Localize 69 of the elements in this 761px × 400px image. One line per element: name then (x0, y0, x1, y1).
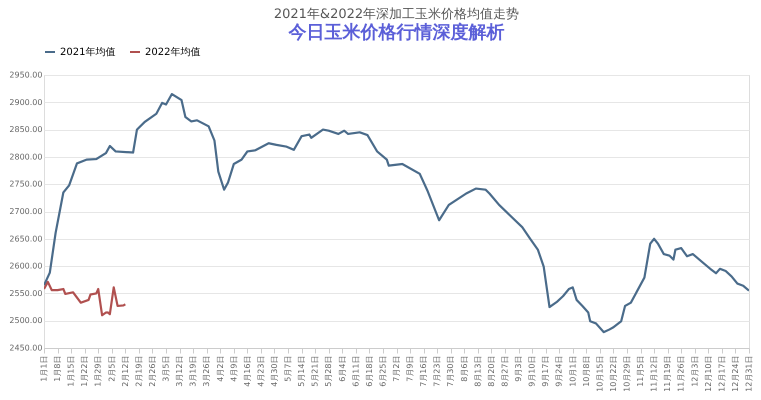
x-tick-label: 4月30日 (270, 356, 279, 387)
x-tick-label: 2月26日 (148, 356, 157, 387)
x-tick-label: 5月14日 (297, 356, 306, 387)
x-tick-label: 7月23日 (432, 356, 442, 387)
x-tick-label: 4月23日 (256, 356, 266, 387)
y-tick-label: 2550.00 (9, 288, 42, 298)
x-tick-label: 6月18日 (364, 356, 374, 387)
x-tick-label: 4月2日 (216, 356, 225, 382)
y-tick-label: 2500.00 (9, 316, 42, 326)
x-tick-label: 5月28日 (324, 356, 334, 387)
x-tick-label: 12月24日 (730, 356, 740, 392)
y-tick-label: 2450.00 (9, 344, 42, 352)
x-tick-label: 8月27日 (500, 356, 510, 387)
y-tick-label: 2800.00 (9, 152, 42, 162)
x-tick-label: 10月8日 (582, 356, 591, 387)
x-tick-label: 11月19日 (663, 356, 672, 392)
x-tick-label: 2月19日 (134, 356, 144, 387)
x-tick-label: 8月13日 (473, 356, 482, 387)
chart-subtitle: 今日玉米价格行情深度解析 (288, 22, 504, 43)
x-tick-label: 6月4日 (338, 356, 347, 382)
x-tick-label: 3月5日 (162, 356, 171, 382)
x-tick-label: 12月17日 (717, 356, 726, 392)
x-tick-label: 1月8日 (53, 356, 62, 382)
x-tick-label: 10月1日 (568, 356, 578, 387)
x-tick-label: 7月30日 (446, 356, 456, 387)
x-tick-label: 7月16日 (419, 356, 428, 387)
y-tick-label: 2750.00 (9, 180, 42, 189)
x-tick-label: 3月19日 (188, 356, 198, 387)
x-tick-label: 9月24日 (554, 356, 564, 387)
x-tick-label: 7月9日 (406, 356, 415, 382)
x-tick-label: 11月12日 (650, 356, 659, 392)
x-tick-label: 9月3日 (514, 356, 524, 382)
x-tick-label: 7月2日 (392, 356, 401, 382)
x-tick-label: 5月21日 (310, 356, 320, 387)
x-tick-label: 10月22日 (608, 356, 618, 392)
x-tick-label: 11月26日 (676, 356, 686, 392)
y-tick-label: 2650.00 (9, 234, 42, 244)
x-tick-label: 6月11日 (351, 356, 360, 387)
x-tick-label: 8月6日 (460, 356, 469, 382)
x-tick-label: 2月5日 (107, 356, 116, 382)
x-tick-label: 9月17日 (541, 356, 550, 387)
x-tick-label: 3月26日 (202, 356, 212, 387)
x-tick-label: 10月29日 (622, 356, 632, 392)
x-tick-label: 2月12日 (120, 356, 130, 387)
x-tick-label: 4月9日 (229, 356, 238, 382)
legend-label: 2022年均值 (145, 46, 200, 58)
x-tick-label: 8月20日 (486, 356, 496, 387)
y-tick-label: 2850.00 (9, 125, 42, 134)
x-tick-label: 3月12日 (175, 356, 184, 387)
y-tick-label: 2950.00 (9, 70, 42, 80)
x-tick-label: 6月25日 (378, 356, 388, 387)
chart-title: 2021年&2022年深加工玉米价格均值走势 (274, 7, 520, 22)
y-tick-label: 2700.00 (9, 207, 42, 216)
x-tick-label: 9月10日 (528, 356, 537, 387)
x-tick-label: 1月29日 (94, 356, 103, 387)
x-tick-label: 11月5日 (636, 356, 646, 387)
x-tick-label: 1月1日 (40, 356, 48, 382)
x-tick-label: 4月16日 (242, 356, 252, 387)
y-tick-label: 2600.00 (9, 262, 42, 271)
y-tick-label: 2900.00 (9, 98, 42, 107)
x-tick-label: 12月10日 (704, 356, 713, 392)
legend-label: 2021年均值 (60, 46, 116, 58)
x-tick-label: 1月22日 (80, 356, 90, 387)
x-tick-label: 12月3日 (690, 356, 700, 387)
x-tick-label: 12月31日 (744, 356, 754, 392)
x-tick-label: 5月7日 (284, 356, 293, 382)
line-series (44, 280, 126, 316)
x-tick-label: 1月15日 (66, 356, 76, 387)
x-tick-label: 10月15日 (595, 356, 604, 392)
